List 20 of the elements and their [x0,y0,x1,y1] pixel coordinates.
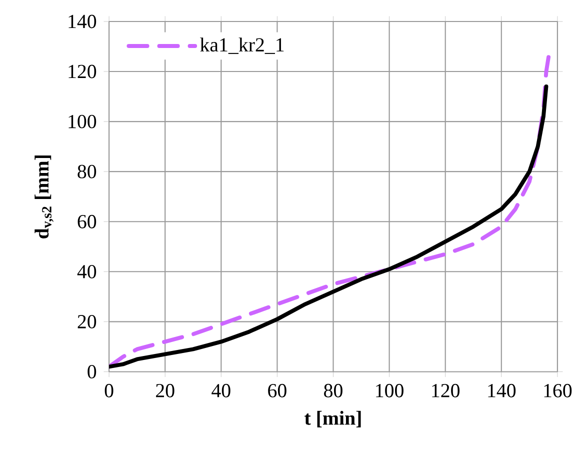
legend-label: ka1_kr2_1 [200,38,284,54]
y-tick-label: 60 [78,215,96,229]
x-tick-label: 20 [156,384,174,398]
y-tick-label: 100 [68,115,96,128]
y-tick-label: 80 [78,165,96,178]
x-tick-label: 160 [544,384,572,398]
x-tick-label: 120 [432,384,460,398]
x-tick-label: 40 [212,384,230,398]
y-tick-label: 140 [68,14,96,28]
y-axis-title: d$_{v,s2}$ [mm] [34,156,54,239]
x-tick-label: 60 [268,384,286,398]
y-tick-label: 40 [77,265,96,279]
y-tick-label: 120 [68,65,96,78]
x-tick-label: 80 [324,384,342,398]
y-tick-label: 0 [88,365,96,379]
x-tick-label: 140 [488,384,516,398]
x-axis-title: t [min] [304,411,361,428]
x-tick-label: 100 [376,384,404,398]
x-tick-label: 0 [104,384,114,398]
y-tick-label: 20 [78,315,96,329]
